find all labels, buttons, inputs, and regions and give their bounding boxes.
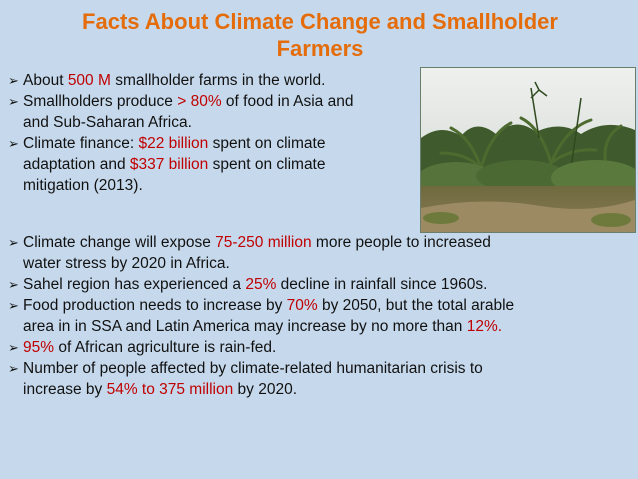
arrow-checkmark-icon: ➢ <box>8 277 19 292</box>
fact-text: by 2050, but the total arable <box>317 297 515 314</box>
fact-item-continuation: adaptation and $337 billion spent on cli… <box>8 154 428 175</box>
highlighted-figure: $22 billion <box>138 135 209 152</box>
fact-text: spent on climate <box>208 156 326 173</box>
fact-item: ➢ 95% of African agriculture is rain-fed. <box>8 337 633 358</box>
highlighted-figure: > 80% <box>177 93 222 110</box>
farm-field-image <box>421 68 635 232</box>
highlighted-figure: 12%. <box>466 318 503 335</box>
fact-text: more people to increased <box>311 234 491 251</box>
fact-text: About <box>23 72 68 89</box>
fact-text: mitigation (2013). <box>23 177 143 194</box>
fact-item: ➢ Climate change will expose 75-250 milli… <box>8 232 633 253</box>
arrow-checkmark-icon: ➢ <box>8 298 19 313</box>
fact-item: ➢ Number of people affected by climate-re… <box>8 358 633 379</box>
fact-text: area in in SSA and Latin America may inc… <box>23 318 467 335</box>
slide-title: Facts About Climate Change and Smallhold… <box>82 9 558 61</box>
fact-item-continuation: mitigation (2013). <box>8 175 428 196</box>
fact-item: ➢ Smallholders produce > 80% of food in A… <box>8 91 428 112</box>
fact-text: spent on climate <box>208 135 326 152</box>
highlighted-figure: 500 M <box>67 72 111 89</box>
fact-text: and Sub-Saharan Africa. <box>23 114 192 131</box>
highlighted-figure: 75-250 million <box>215 234 312 251</box>
fact-item: ➢ Food production needs to increase by 70… <box>8 295 633 316</box>
farm-photo <box>420 67 636 233</box>
fact-text: decline in rainfall since 1960s. <box>276 276 488 293</box>
fact-text: increase by <box>23 381 107 398</box>
top-fact-list: ➢ About 500 M smallholder farms in the wo… <box>8 70 428 196</box>
fact-text: water stress by 2020 in Africa. <box>23 255 230 272</box>
fact-text: by 2020. <box>233 381 298 398</box>
arrow-checkmark-icon: ➢ <box>8 235 19 250</box>
highlighted-figure: 70% <box>286 297 318 314</box>
fact-item-continuation: area in in SSA and Latin America may inc… <box>8 316 633 337</box>
highlighted-figure: 95% <box>23 339 55 356</box>
arrow-checkmark-icon: ➢ <box>8 94 19 109</box>
highlighted-figure: 25% <box>245 276 277 293</box>
fact-text: Smallholders produce <box>23 93 178 110</box>
fact-item: ➢ Climate finance: $22 billion spent on c… <box>8 133 428 154</box>
fact-item: ➢ About 500 M smallholder farms in the wo… <box>8 70 428 91</box>
fact-text: adaptation and <box>23 156 130 173</box>
highlighted-figure: $337 billion <box>129 156 209 173</box>
arrow-checkmark-icon: ➢ <box>8 73 19 88</box>
fact-item: ➢ Sahel region has experienced a 25% decl… <box>8 274 633 295</box>
fact-item-continuation: and Sub-Saharan Africa. <box>8 112 428 133</box>
fact-text: Climate finance: <box>23 135 139 152</box>
fact-text: Climate change will expose <box>23 234 216 251</box>
arrow-checkmark-icon: ➢ <box>8 340 19 355</box>
fact-text: Sahel region has experienced a <box>23 276 246 293</box>
arrow-checkmark-icon: ➢ <box>8 136 19 151</box>
bottom-fact-list: ➢ Climate change will expose 75-250 milli… <box>8 232 633 400</box>
fact-text: smallholder farms in the world. <box>110 72 326 89</box>
fact-text: of African agriculture is rain-fed. <box>54 339 277 356</box>
fact-item-continuation: increase by 54% to 375 million by 2020. <box>8 379 633 400</box>
highlighted-figure: 54% to 375 million <box>106 381 234 398</box>
fact-text: Food production needs to increase by <box>23 297 287 314</box>
fact-item-continuation: water stress by 2020 in Africa. <box>8 253 633 274</box>
arrow-checkmark-icon: ➢ <box>8 361 19 376</box>
fact-text: of food in Asia and <box>221 93 354 110</box>
fact-text: Number of people affected by climate-rel… <box>23 360 483 377</box>
